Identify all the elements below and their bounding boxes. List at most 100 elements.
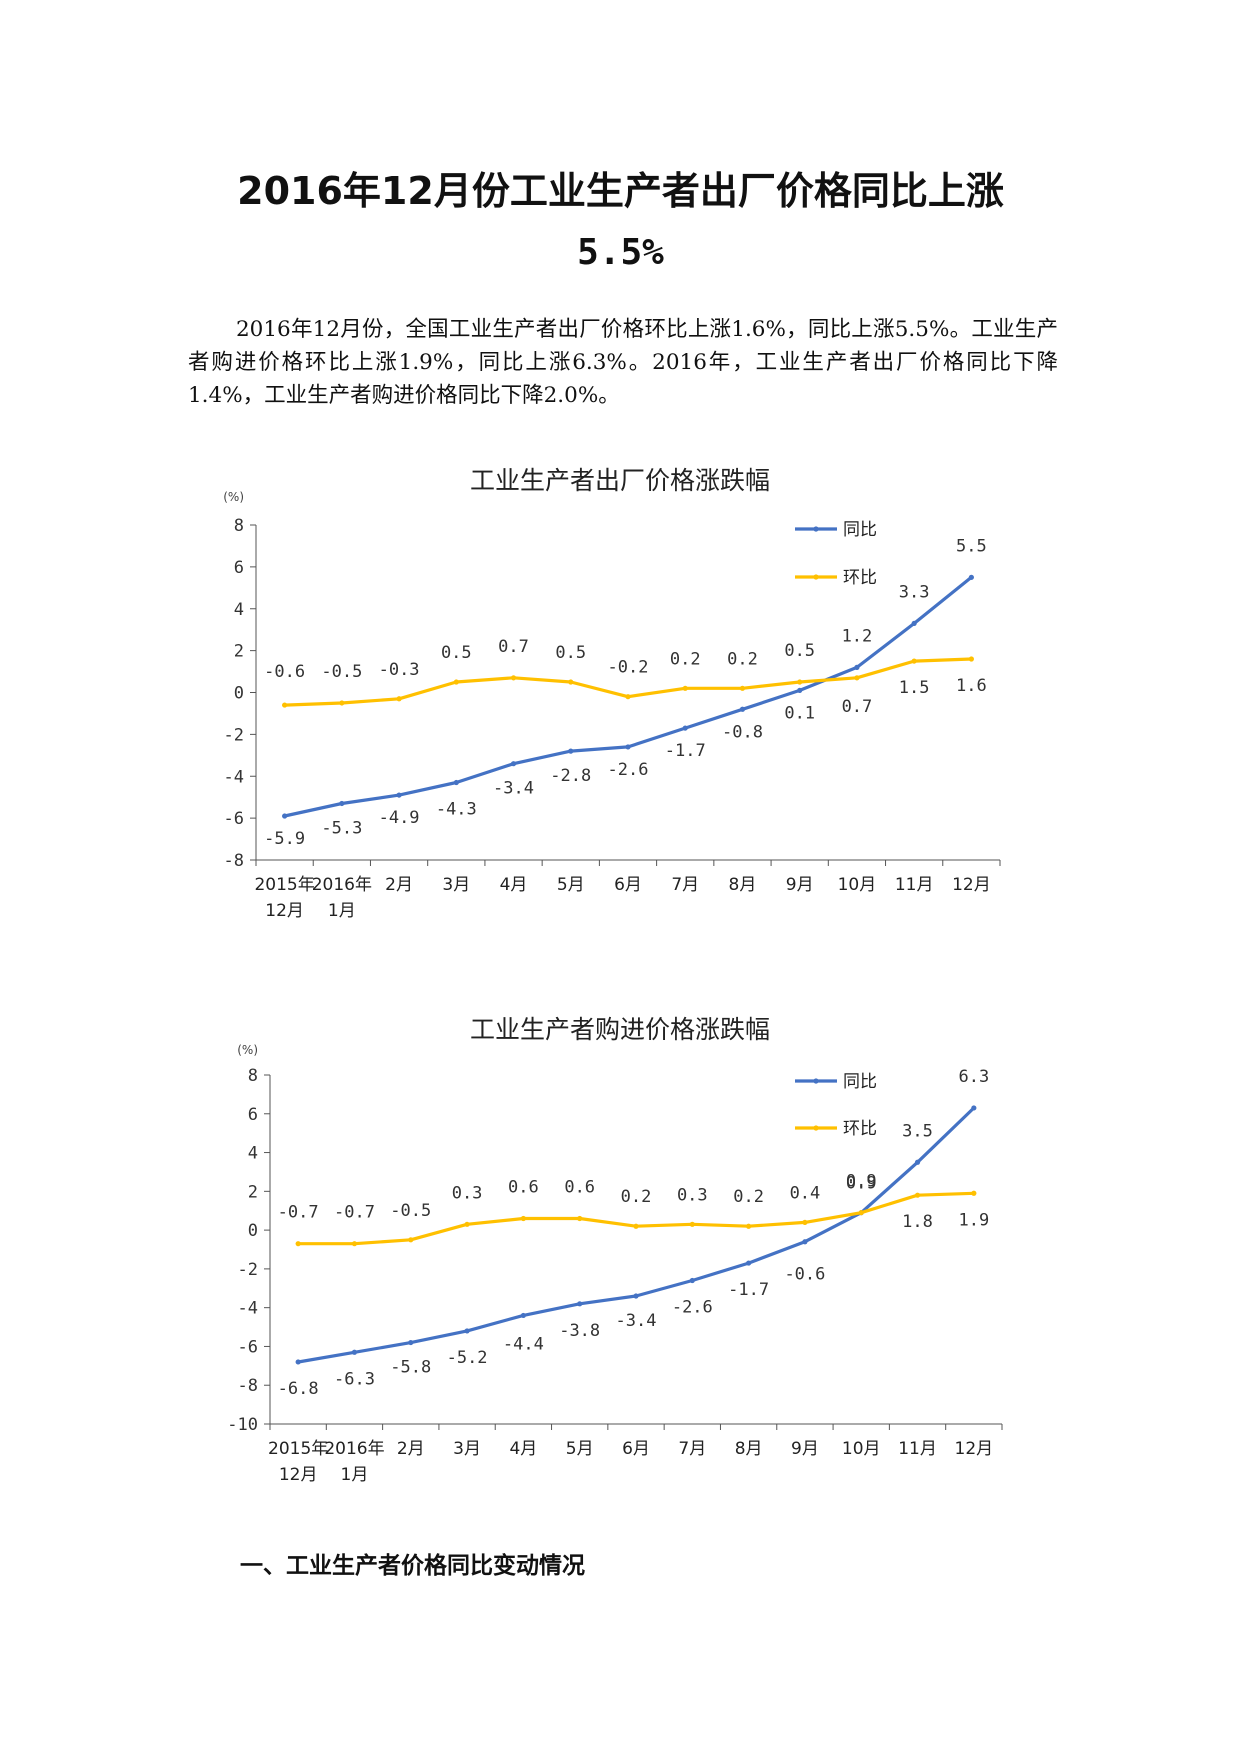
data-label: 0.6	[508, 1177, 539, 1197]
x-tick-label: 11月	[898, 1439, 937, 1459]
data-point	[625, 694, 631, 700]
data-label: 0.7	[842, 697, 873, 717]
data-label: -0.5	[390, 1201, 431, 1221]
chart-title: 工业生产者出厂价格涨跌幅	[470, 466, 770, 495]
x-tick-label: 1月	[328, 901, 356, 921]
data-label: -3.8	[559, 1321, 600, 1341]
data-point	[625, 744, 631, 750]
y-tick-label: 8	[248, 1066, 258, 1086]
data-label: -2.6	[672, 1298, 713, 1318]
data-point	[911, 658, 917, 664]
legend-marker	[813, 574, 819, 580]
data-label: 0.5	[441, 643, 472, 663]
data-label: 0.9	[846, 1174, 877, 1194]
data-point	[911, 620, 917, 627]
data-point	[295, 1241, 301, 1247]
data-point	[739, 706, 746, 712]
data-label: 3.3	[899, 582, 930, 602]
data-point	[802, 1239, 808, 1245]
data-label: 6.3	[958, 1067, 989, 1087]
data-point	[797, 679, 803, 685]
x-tick-label: 9月	[791, 1439, 819, 1459]
x-tick-label: 8月	[729, 875, 757, 895]
x-tick-label: 2月	[385, 875, 413, 895]
data-label: -4.3	[436, 800, 477, 820]
data-label: 0.9	[846, 1172, 877, 1192]
x-tick-label: 8月	[735, 1439, 763, 1459]
data-point	[858, 1210, 864, 1216]
data-label: -0.6	[264, 662, 305, 682]
section-heading: 一、工业生产者价格同比变动情况	[240, 1552, 585, 1579]
data-point	[510, 675, 517, 681]
data-label: 1.6	[956, 676, 987, 696]
x-tick-label: 7月	[671, 875, 699, 895]
x-tick-label: 12月	[955, 1439, 994, 1459]
x-tick-label: 12月	[265, 901, 304, 921]
y-tick-label: 6	[234, 558, 244, 578]
y-tick-label: -4	[224, 767, 244, 787]
data-point	[914, 1192, 921, 1198]
legend-marker	[813, 1125, 819, 1131]
data-label: -6.3	[334, 1369, 375, 1389]
data-label: 1.9	[958, 1210, 989, 1230]
data-label: 0.5	[555, 643, 586, 663]
y-tick-label: -2	[224, 725, 244, 745]
data-point	[577, 1215, 583, 1222]
data-point	[282, 702, 288, 708]
data-point	[464, 1328, 470, 1334]
chart-purchase-prices: 工业生产者购进价格涨跌幅 (%) 8 6 4 2 0 -2 -4 -6 -8 -10 2015年 12月 2…	[0, 1010, 1241, 1515]
y-tick-label: 8	[234, 516, 244, 536]
x-tick-label: 1月	[341, 1465, 369, 1485]
x-tick-label: 7月	[678, 1439, 706, 1459]
chart-ex-factory-prices: 工业生产者出厂价格涨跌幅 (%) 8 6 4 2 0 -2 -4 -6 -8 2015年 12月 2016…	[0, 455, 1241, 955]
data-label: 0.2	[727, 649, 758, 669]
x-tick-label: 3月	[453, 1439, 481, 1459]
y-tick-label: 4	[234, 600, 244, 620]
y-unit-label: (%)	[223, 490, 244, 504]
y-tick-label: 6	[248, 1105, 258, 1125]
chart-title: 工业生产者购进价格涨跌幅	[470, 1015, 770, 1044]
page-title: 2016年12月份工业生产者出厂价格同比上涨 5.5%	[0, 160, 1241, 284]
data-label: 0.6	[564, 1177, 595, 1197]
data-point	[351, 1241, 358, 1247]
data-point	[968, 656, 974, 662]
data-point	[689, 1221, 695, 1227]
data-label: 5.5	[956, 536, 987, 556]
data-point	[797, 687, 803, 694]
data-label: -0.5	[321, 662, 362, 682]
x-tick-label: 4月	[509, 1439, 537, 1459]
data-label: 0.4	[790, 1183, 821, 1203]
chart-svg: 工业生产者出厂价格涨跌幅 (%) 8 6 4 2 0 -2 -4 -6 -8 2015年 12月 2016…	[223, 466, 1001, 921]
data-point	[746, 1223, 752, 1229]
data-point	[510, 761, 517, 767]
y-tick-label: 2	[234, 642, 244, 662]
y-tick-label: -2	[238, 1260, 258, 1280]
data-label: 0.1	[784, 703, 815, 723]
x-tick-label: 5月	[566, 1439, 594, 1459]
data-label: 1.8	[902, 1212, 933, 1232]
data-label: -5.8	[390, 1358, 431, 1378]
title-line-1: 2016年12月份工业生产者出厂价格同比上涨	[237, 169, 1004, 213]
data-point	[746, 1260, 752, 1266]
legend-marker	[813, 1078, 819, 1084]
data-point	[568, 679, 574, 685]
data-point	[396, 696, 402, 702]
data-label: 0.2	[670, 649, 701, 669]
data-point	[453, 779, 459, 786]
data-point	[520, 1312, 526, 1319]
x-tick-label: 10月	[838, 875, 877, 895]
y-tick-label: -6	[224, 809, 244, 829]
summary-paragraph: 2016年12月份，全国工业生产者出厂价格环比上涨1.6%，同比上涨5.5%。工…	[188, 317, 1058, 408]
legend-marker	[813, 526, 819, 532]
x-tick-label: 2015年	[254, 875, 314, 895]
data-label: 0.3	[677, 1185, 708, 1205]
data-label: -4.4	[503, 1334, 544, 1354]
x-tick-label: 11月	[895, 875, 934, 895]
data-label: -6.8	[278, 1379, 319, 1399]
data-label: -0.8	[722, 722, 763, 742]
data-label: -3.4	[616, 1311, 657, 1331]
y-tick-label: -6	[238, 1337, 258, 1357]
data-point	[914, 1159, 921, 1165]
data-point	[396, 792, 402, 798]
x-tick-label: 6月	[614, 875, 642, 895]
